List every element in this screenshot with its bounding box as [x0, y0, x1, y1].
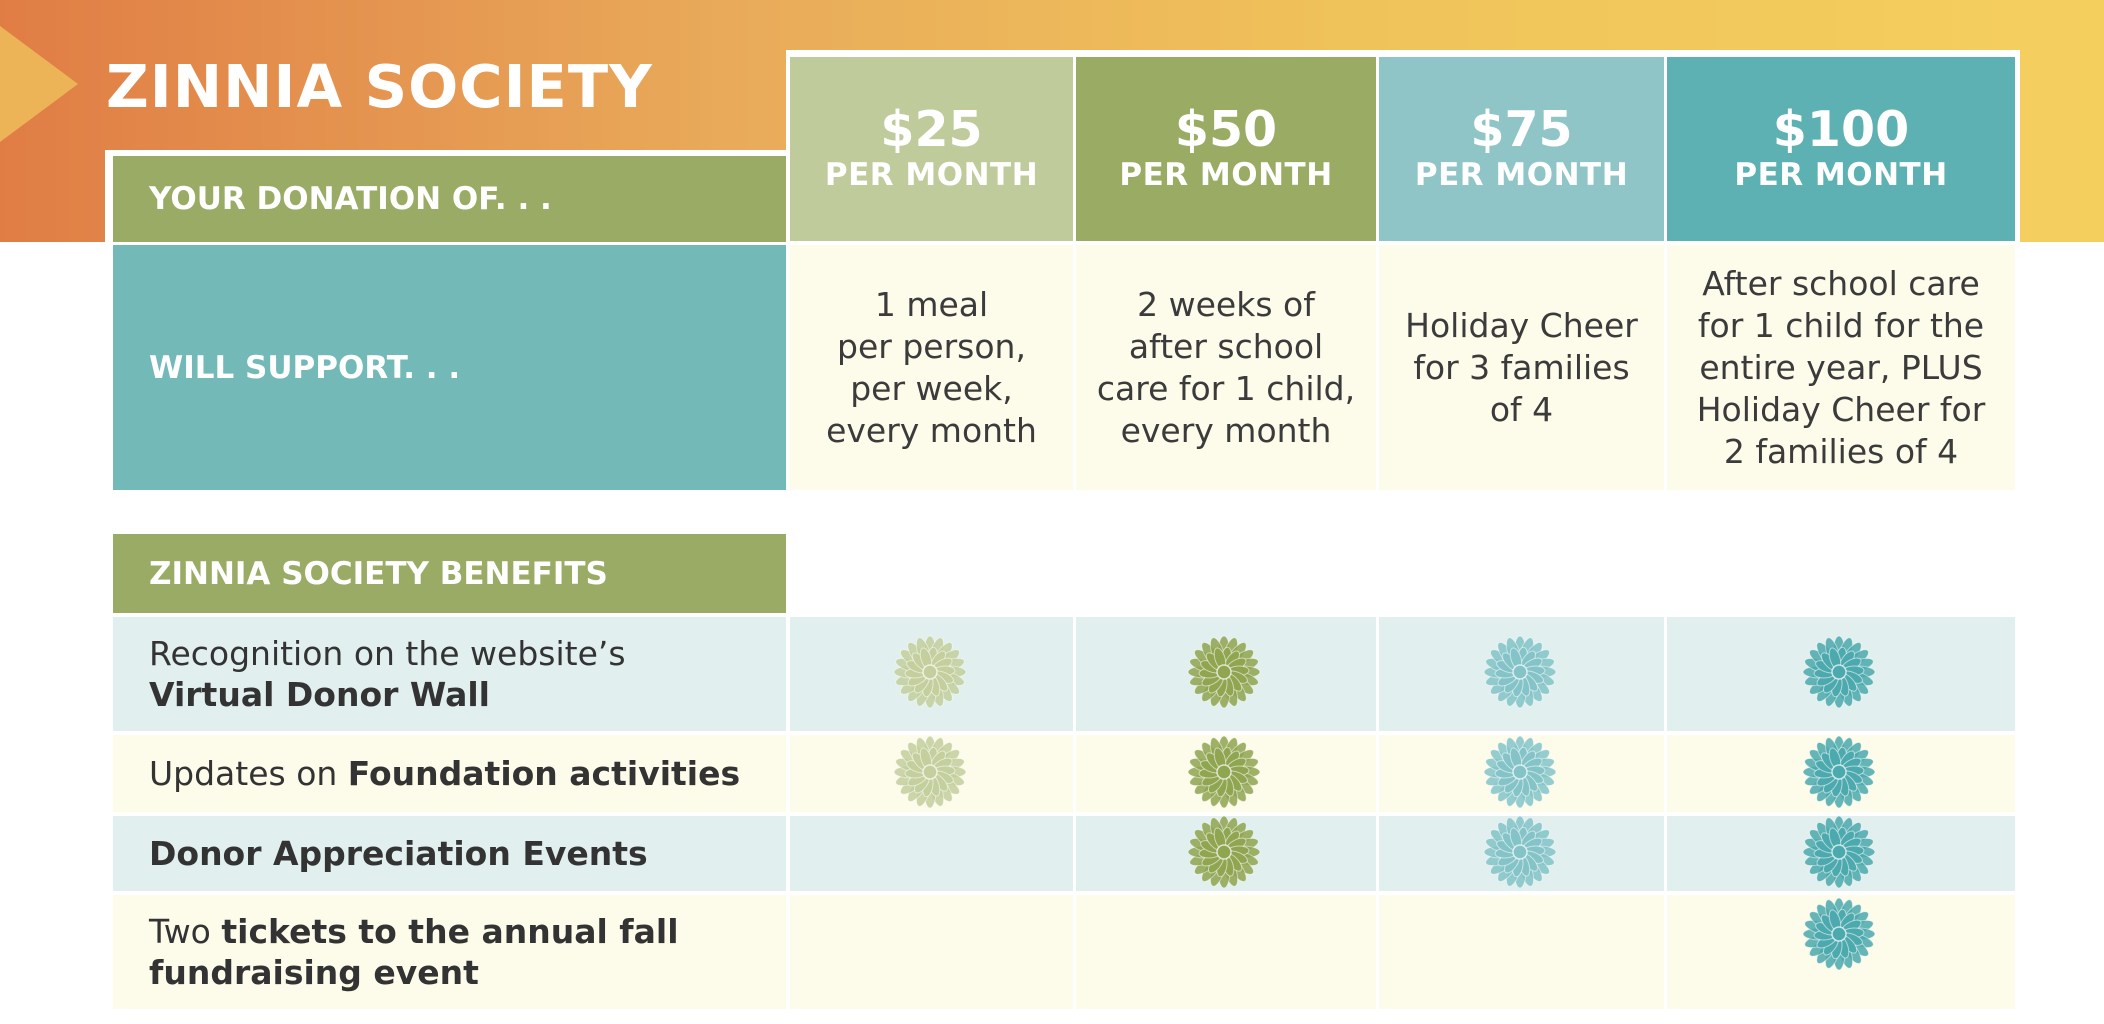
zinnia-flower-icon	[1480, 632, 1560, 712]
benefit-label-4: Two tickets to the annual fall fundraisin…	[113, 895, 786, 1009]
benefit-cell	[1076, 895, 1376, 1009]
zinnia-flower-icon	[1184, 732, 1264, 812]
support-line: for 3 families	[1413, 347, 1630, 387]
benefit-text-bold: Donor Appreciation Events	[149, 834, 648, 873]
support-line: After school care	[1702, 263, 1980, 303]
zinnia-flower-icon	[1799, 812, 1879, 892]
tier-unit: PER MONTH	[1119, 157, 1333, 194]
tier-header-1: $25 PER MONTH	[790, 57, 1073, 241]
zinnia-flower-icon	[1480, 812, 1560, 892]
zinnia-flower-icon	[1480, 732, 1560, 812]
donation-label: YOUR DONATION OF. . .	[113, 156, 786, 242]
benefit-text-bold: tickets to the annual fall	[221, 912, 679, 951]
zinnia-flower-icon	[890, 632, 970, 712]
benefit-cell	[790, 895, 1073, 1009]
support-lines: 2 weeks of after school care for 1 child, e…	[1097, 284, 1355, 452]
support-line: every month	[1120, 410, 1332, 450]
tier-amount: $25	[880, 101, 983, 159]
support-line: per week,	[850, 368, 1013, 408]
support-lines: Holiday Cheer for 3 families of 4	[1405, 305, 1638, 431]
tier-amount: $50	[1174, 101, 1278, 159]
support-line: 2 families of 4	[1723, 431, 1959, 471]
tier-unit: PER MONTH	[824, 157, 1039, 194]
zinnia-flower-icon	[1184, 812, 1264, 892]
support-lines: 1 meal per person, per week, every month	[826, 284, 1037, 452]
support-line: Holiday Cheer	[1405, 305, 1638, 345]
support-line: for 1 child for the	[1697, 305, 1985, 345]
support-text-4: After school care for 1 child for the enti…	[1667, 245, 2015, 490]
benefit-text-bold: Virtual Donor Wall	[149, 675, 490, 714]
support-text-2: 2 weeks of after school care for 1 child, e…	[1076, 245, 1376, 490]
support-text-1: 1 meal per person, per week, every month	[790, 245, 1073, 490]
tier-amount: $75	[1470, 101, 1573, 159]
tier-amount: $100	[1772, 101, 1910, 159]
zinnia-flower-icon	[1799, 894, 1879, 974]
support-line: of 4	[1489, 389, 1554, 429]
zinnia-flower-icon	[1799, 632, 1879, 712]
support-line: 2 weeks of	[1137, 284, 1315, 324]
tier-unit: PER MONTH	[1734, 157, 1948, 194]
tier-header-3: $75 PER MONTH	[1379, 57, 1664, 241]
support-line: after school	[1128, 326, 1324, 366]
support-line: per person,	[837, 326, 1026, 366]
support-line: entire year, PLUS	[1699, 347, 1983, 387]
benefit-text-regular: Recognition on the website’s	[149, 634, 626, 673]
zinnia-flower-icon	[1184, 632, 1264, 712]
tier-header-4: $100 PER MONTH	[1667, 57, 2015, 241]
benefit-text-regular: Two	[149, 912, 222, 951]
benefit-text: Donor Appreciation Events	[149, 833, 648, 874]
benefit-label-3: Donor Appreciation Events	[113, 816, 786, 891]
benefit-label-2: Updates on Foundation activities	[113, 735, 786, 812]
tier-unit: PER MONTH	[1414, 157, 1629, 194]
support-line: every month	[826, 410, 1037, 450]
benefit-text-bold: fundraising event	[149, 953, 479, 992]
benefit-text-bold: Foundation activities	[347, 754, 741, 793]
support-label: WILL SUPPORT. . .	[113, 245, 786, 490]
arrow-icon	[0, 26, 78, 142]
support-line: Holiday Cheer for	[1696, 389, 1986, 429]
support-lines: After school care for 1 child for the enti…	[1697, 263, 1986, 473]
benefit-cell	[790, 816, 1073, 891]
support-text-3: Holiday Cheer for 3 families of 4	[1379, 245, 1664, 490]
benefit-label-1: Recognition on the website’s Virtual Dono…	[113, 617, 786, 731]
benefit-text-regular: Updates on	[149, 754, 348, 793]
benefit-text: Recognition on the website’s Virtual Dono…	[149, 633, 626, 715]
benefits-header: ZINNIA SOCIETY BENEFITS	[113, 534, 786, 613]
support-line: 1 meal	[874, 284, 989, 324]
page-title: ZINNIA SOCIETY	[106, 52, 653, 121]
benefit-text: Two tickets to the annual fall fundraisin…	[149, 911, 679, 993]
tier-header-2: $50 PER MONTH	[1076, 57, 1376, 241]
zinnia-flower-icon	[1799, 732, 1879, 812]
benefit-text: Updates on Foundation activities	[149, 753, 740, 794]
support-line: care for 1 child,	[1096, 368, 1356, 408]
zinnia-flower-icon	[890, 732, 970, 812]
benefit-cell	[1379, 895, 1664, 1009]
